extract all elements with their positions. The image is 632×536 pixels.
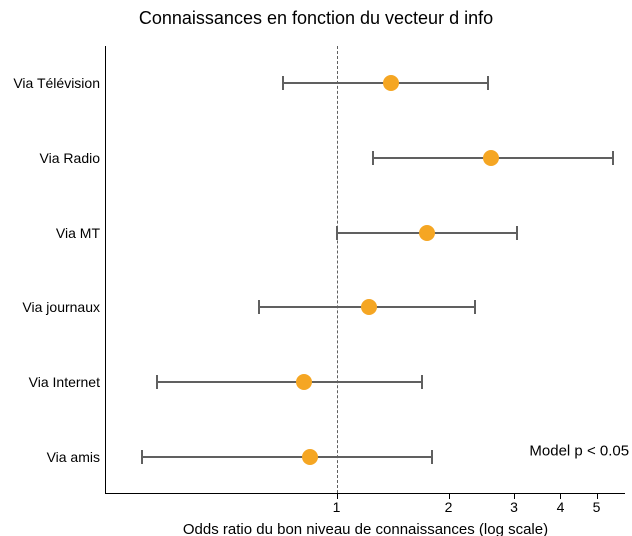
errorbar-cap xyxy=(336,226,338,240)
x-tick-mark xyxy=(597,493,598,499)
point-marker xyxy=(361,299,377,315)
y-tick-label: Via MT xyxy=(56,225,100,241)
errorbar-cap xyxy=(516,226,518,240)
reference-line xyxy=(337,46,338,493)
model-p-annotation: Model p < 0.05 xyxy=(529,442,629,459)
point-marker xyxy=(483,150,499,166)
x-tick-label: 2 xyxy=(445,499,453,515)
errorbar-cap xyxy=(487,76,489,90)
x-tick-label: 1 xyxy=(333,499,341,515)
point-marker xyxy=(296,374,312,390)
plot-area: 12345Odds ratio du bon niveau de connais… xyxy=(105,46,625,494)
errorbar xyxy=(157,381,422,383)
point-marker xyxy=(419,225,435,241)
x-axis-title: Odds ratio du bon niveau de connaissance… xyxy=(183,521,548,536)
y-tick-label: Via Télévision xyxy=(13,75,100,91)
errorbar-cap xyxy=(141,450,143,464)
y-tick-label: Via Radio xyxy=(40,150,100,166)
point-marker xyxy=(302,449,318,465)
point-marker xyxy=(383,75,399,91)
errorbar-cap xyxy=(282,76,284,90)
x-tick-label: 4 xyxy=(557,499,565,515)
y-tick-label: Via Internet xyxy=(29,374,100,390)
x-tick-mark xyxy=(449,493,450,499)
errorbar-cap xyxy=(258,300,260,314)
errorbar-cap xyxy=(612,151,614,165)
x-tick-mark xyxy=(514,493,515,499)
forest-plot: Connaissances en fonction du vecteur d i… xyxy=(0,0,632,536)
errorbar-cap xyxy=(372,151,374,165)
x-tick-label: 3 xyxy=(510,499,518,515)
errorbar xyxy=(142,456,431,458)
y-tick-label: Via amis xyxy=(47,449,100,465)
errorbar-cap xyxy=(431,450,433,464)
x-tick-mark xyxy=(337,493,338,499)
x-tick-mark xyxy=(560,493,561,499)
chart-title: Connaissances en fonction du vecteur d i… xyxy=(0,8,632,29)
y-tick-label: Via journaux xyxy=(22,299,100,315)
errorbar-cap xyxy=(474,300,476,314)
x-tick-label: 5 xyxy=(593,499,601,515)
errorbar-cap xyxy=(156,375,158,389)
errorbar-cap xyxy=(421,375,423,389)
